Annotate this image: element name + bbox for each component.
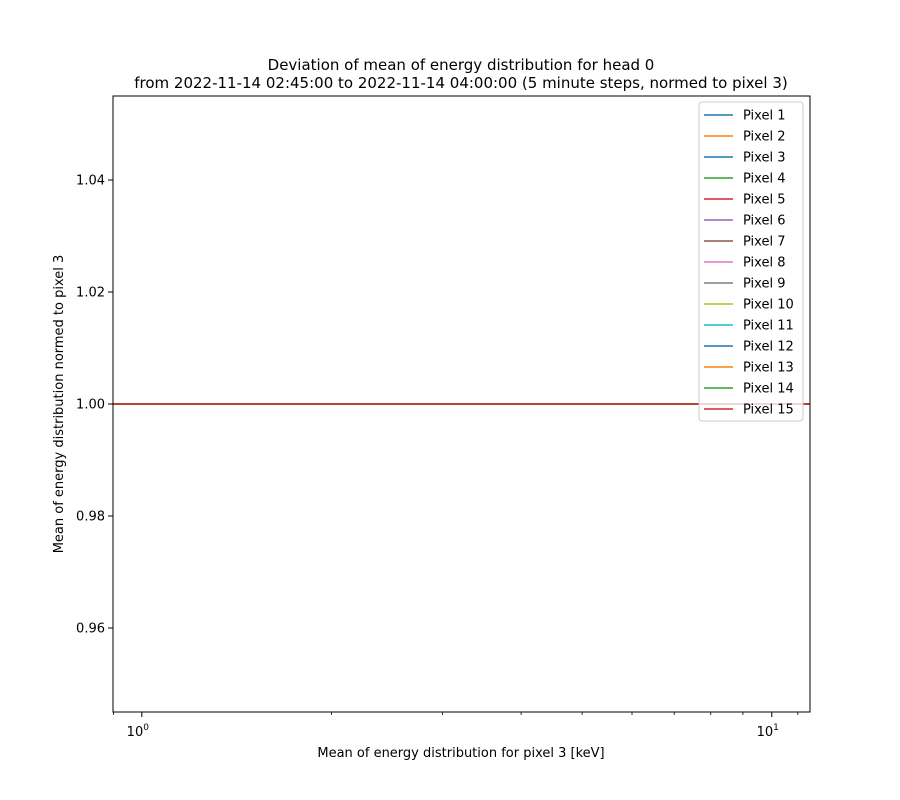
legend-label-pixel-2: Pixel 2 xyxy=(743,130,785,145)
legend-entries: Pixel 1 Pixel 2 Pixel 3 Pixel 4 Pixel 5 Pixel… xyxy=(704,109,794,418)
legend-label-pixel-1: Pixel 1 xyxy=(743,109,785,124)
y-axis-label: Mean of energy distribution normed to pi… xyxy=(52,255,67,554)
y-axis: 0.96 0.98 1.00 1.02 1.04 xyxy=(76,174,113,637)
legend-label-pixel-14: Pixel 14 xyxy=(743,382,794,397)
legend-label-pixel-5: Pixel 5 xyxy=(743,193,785,208)
y-tick-label: 1.04 xyxy=(76,174,105,189)
x-tick-label: 100 xyxy=(127,723,150,740)
plot-area xyxy=(112,95,811,713)
y-tick-label: 1.00 xyxy=(76,398,105,413)
x-axis: 100 101 xyxy=(113,712,799,740)
legend-label-pixel-6: Pixel 6 xyxy=(743,214,785,229)
legend-label-pixel-11: Pixel 11 xyxy=(743,319,794,334)
chart-title: Deviation of mean of energy distribution… xyxy=(268,56,655,74)
y-tick-label: 1.02 xyxy=(76,286,105,301)
x-tick-label-base: 10 xyxy=(127,725,144,740)
x-tick-label-exponent: 0 xyxy=(143,723,149,733)
legend: Pixel 1 Pixel 2 Pixel 3 Pixel 4 Pixel 5 Pixel… xyxy=(698,101,804,422)
x-tick-label-exponent: 1 xyxy=(773,723,779,733)
legend-label-pixel-8: Pixel 8 xyxy=(743,256,785,271)
legend-label-pixel-9: Pixel 9 xyxy=(743,277,785,292)
legend-label-pixel-3: Pixel 3 xyxy=(743,151,785,166)
legend-label-pixel-7: Pixel 7 xyxy=(743,235,785,250)
legend-label-pixel-10: Pixel 10 xyxy=(743,298,794,313)
y-tick-label: 0.96 xyxy=(76,622,105,637)
legend-label-pixel-13: Pixel 13 xyxy=(743,361,794,376)
x-tick-label: 101 xyxy=(757,723,779,740)
x-tick-label-base: 10 xyxy=(757,725,774,740)
legend-label-pixel-12: Pixel 12 xyxy=(743,340,794,355)
legend-label-pixel-4: Pixel 4 xyxy=(743,172,785,187)
legend-label-pixel-15: Pixel 15 xyxy=(743,403,794,418)
x-axis-label: Mean of energy distribution for pixel 3 … xyxy=(317,746,604,761)
chart-subtitle: from 2022-11-14 02:45:00 to 2022-11-14 0… xyxy=(134,74,788,92)
legend-box xyxy=(698,101,804,422)
y-tick-label: 0.98 xyxy=(76,510,105,525)
